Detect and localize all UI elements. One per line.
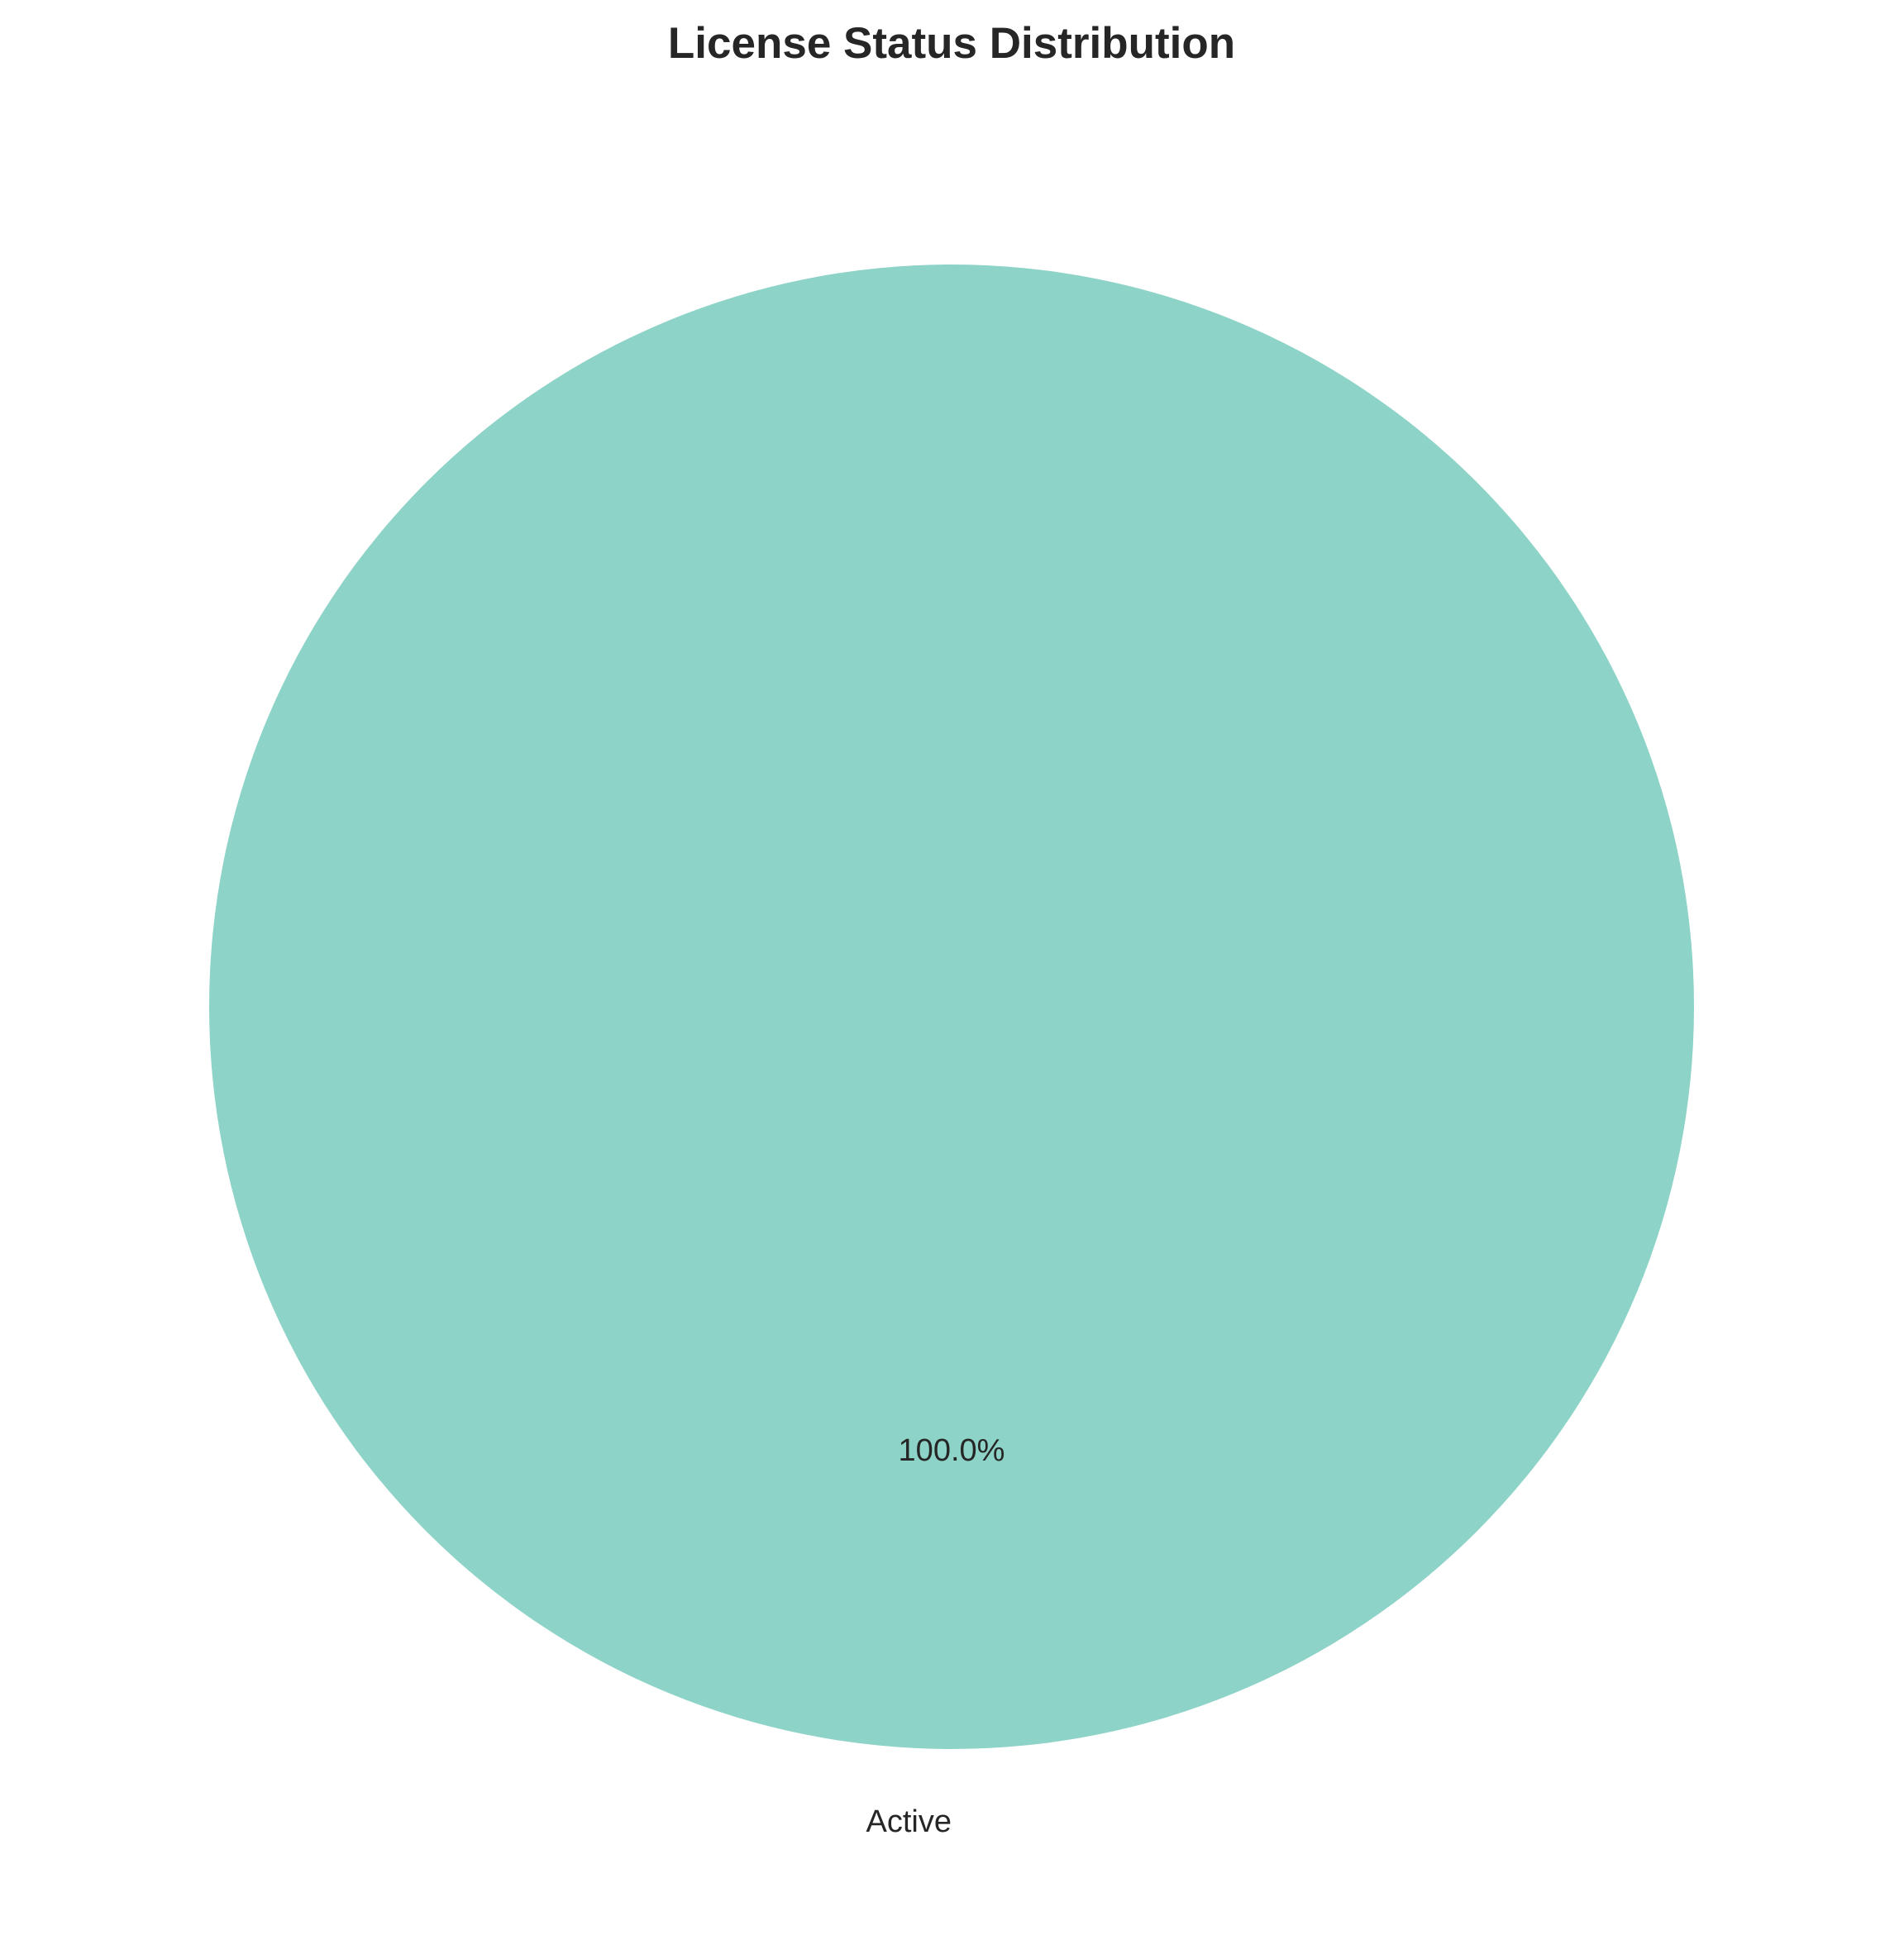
- chart-title: License Status Distribution: [668, 19, 1235, 68]
- pie-labels: Active 100.0%: [866, 1433, 1005, 1839]
- slice-label-active: Active: [866, 1804, 952, 1839]
- pie-slice-active: [209, 265, 1694, 1749]
- slice-pct-label-active: 100.0%: [899, 1433, 1005, 1468]
- pie-slices: [209, 265, 1694, 1749]
